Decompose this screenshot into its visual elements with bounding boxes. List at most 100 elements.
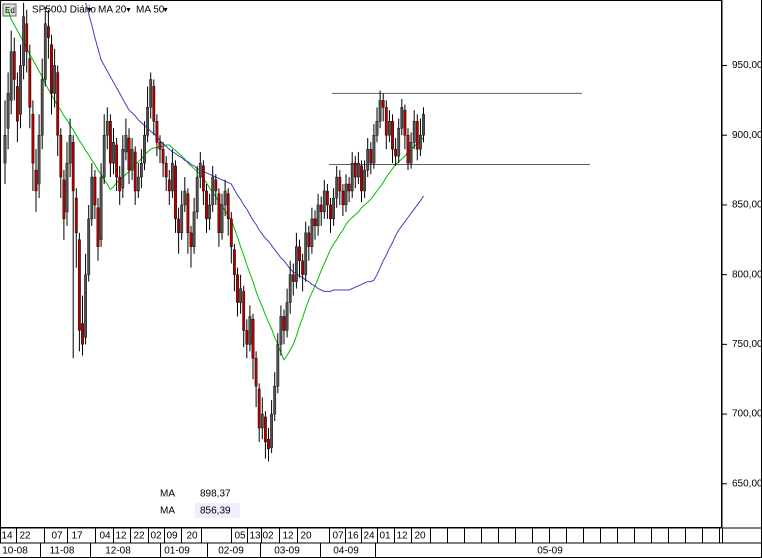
candle-body: [74, 197, 78, 234]
candle-body: [307, 232, 311, 247]
candle-body: [108, 121, 112, 164]
candle-body: [223, 190, 227, 206]
candle-body: [245, 330, 249, 345]
candle-body: [384, 107, 388, 136]
candle-body: [192, 211, 196, 247]
candle-body: [415, 121, 419, 150]
readout-label: MA: [160, 489, 175, 500]
candle-body: [412, 121, 416, 143]
candle-body: [183, 190, 187, 206]
candle-body: [155, 121, 159, 143]
candle-body: [56, 72, 60, 136]
candle-body: [363, 169, 366, 192]
y-tick-label: 800,00: [732, 269, 762, 280]
candle-body: [84, 274, 88, 338]
x-tick-label: 20: [186, 531, 198, 542]
candle-body: [400, 107, 404, 129]
y-axis-area: [722, 0, 762, 528]
candle-body: [406, 135, 410, 164]
candle-body: [170, 162, 174, 192]
candle-body: [130, 148, 134, 171]
candle-body: [6, 93, 10, 129]
candle-body: [12, 51, 16, 80]
candle-body: [322, 190, 326, 213]
candle-body: [229, 218, 233, 247]
candle-body: [149, 79, 153, 108]
y-tick-label: 850,00: [732, 200, 762, 211]
candle-body: [419, 135, 422, 150]
candle-body: [409, 142, 413, 164]
candle-body: [34, 169, 38, 192]
candle-body: [214, 179, 218, 192]
candle-body: [341, 190, 345, 206]
candle-body: [3, 135, 7, 164]
x-tick-label: 07: [51, 531, 63, 542]
x-tick-label: 05: [234, 531, 246, 542]
candle-body: [112, 142, 115, 164]
month-label: 05-09: [537, 546, 563, 557]
candle-body: [87, 218, 91, 275]
x-tick-label: 22: [19, 531, 31, 542]
dropdown[interactable]: ▼: [162, 7, 169, 14]
candle-body: [53, 65, 57, 94]
candle-body: [59, 135, 63, 178]
candle-body: [180, 204, 184, 234]
candle-body: [304, 232, 308, 275]
candle-body: [273, 385, 277, 415]
x-tick-label: 02: [262, 531, 274, 542]
x-tick-label: 13: [249, 531, 261, 542]
x-tick-label: 01: [379, 531, 391, 542]
series-label[interactable]: MA 20: [98, 5, 127, 16]
candle-body: [127, 137, 131, 171]
candle-body: [239, 288, 242, 303]
candle-body: [319, 204, 323, 213]
candle-body: [161, 148, 165, 164]
month-label: 02-09: [218, 546, 244, 557]
series-label[interactable]: MA 50: [136, 5, 165, 16]
candle-body: [332, 197, 335, 220]
x-tick-label: 07: [332, 531, 344, 542]
candle-body: [316, 204, 320, 227]
candle-body: [357, 162, 360, 178]
dropdown[interactable]: ▼: [125, 7, 132, 14]
x-tick-label: 24: [363, 531, 375, 542]
candle-body: [279, 316, 283, 345]
candle-body: [146, 107, 149, 136]
x-tick-label: 02: [150, 531, 162, 542]
candle-body: [164, 162, 168, 178]
candle-body: [22, 16, 25, 66]
candle-body: [248, 316, 252, 345]
candle-body: [65, 162, 69, 213]
readout-label: MA: [160, 506, 175, 517]
month-label: 11-08: [50, 546, 75, 557]
candle-body: [326, 190, 329, 206]
candle-body: [40, 79, 44, 136]
x-tick-label: 20: [300, 531, 312, 542]
candle-body: [47, 26, 50, 38]
candle-body: [77, 239, 81, 331]
y-tick-label: 700,00: [732, 409, 762, 420]
candle-body: [347, 183, 351, 192]
candle-body: [397, 128, 401, 157]
dropdown[interactable]: ▼: [86, 7, 93, 14]
candle-body: [232, 249, 236, 275]
candle-body: [378, 100, 382, 122]
x-tick-label: 16: [347, 531, 359, 542]
candle-body: [220, 204, 224, 234]
candle-body: [9, 51, 13, 101]
candle-body: [124, 135, 128, 153]
candle-body: [254, 358, 258, 387]
candle-body: [301, 260, 304, 275]
icon: [2, 3, 17, 17]
candle-body: [360, 165, 363, 192]
candle-body: [50, 44, 53, 94]
candle-body: [403, 109, 407, 136]
candle-body: [236, 274, 239, 303]
candle-body: [381, 100, 385, 108]
candle-body: [375, 121, 379, 136]
candle-body: [338, 176, 342, 192]
candle-body: [121, 148, 125, 189]
candle-body: [198, 162, 202, 178]
candle-body: [282, 316, 286, 331]
month-label: 04-09: [333, 546, 359, 557]
